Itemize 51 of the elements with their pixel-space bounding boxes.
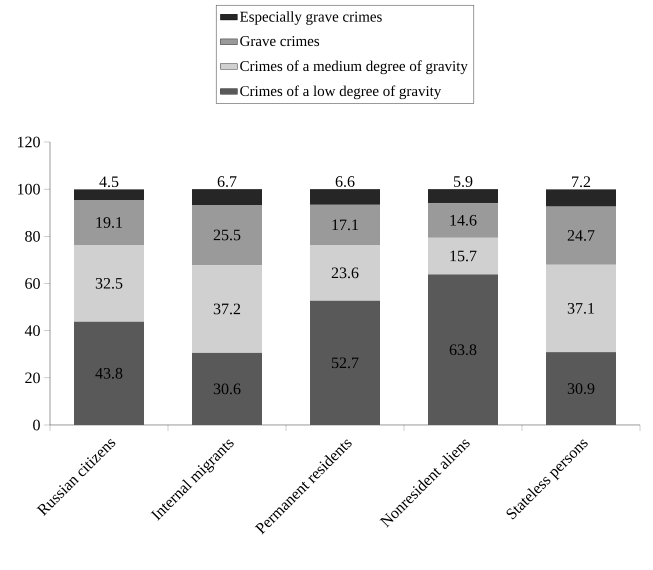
- data-label: 19.1: [96, 217, 122, 228]
- bar: [310, 189, 380, 205]
- data-label: 7.2: [572, 176, 590, 188]
- y-tick-label: 60: [25, 278, 40, 289]
- data-label: 25.5: [214, 230, 240, 240]
- data-label: 63.8: [450, 344, 476, 356]
- bar: [74, 245, 144, 322]
- data-label: 37.2: [214, 304, 240, 314]
- bar: [428, 274, 498, 425]
- data-label: 32.5: [96, 278, 122, 289]
- data-label: 5.9: [454, 176, 472, 187]
- bar: [546, 264, 616, 352]
- data-label: 23.6: [332, 267, 358, 278]
- bar: [546, 206, 616, 265]
- legend-label: Grave crimes: [240, 36, 320, 46]
- bar: [310, 245, 380, 301]
- data-label: 17.1: [332, 220, 358, 230]
- data-label: 15.7: [450, 250, 476, 262]
- data-label: 37.1: [568, 302, 594, 314]
- y-tick-label: 80: [25, 230, 40, 242]
- data-label: 30.6: [214, 383, 240, 394]
- bar: [74, 322, 144, 425]
- data-label: 6.6: [336, 176, 354, 187]
- legend-label: Especially grave crimes: [240, 11, 382, 25]
- y-tick-label: 100: [18, 184, 40, 195]
- bar: [546, 352, 616, 425]
- data-label: 14.6: [450, 214, 476, 226]
- data-label: 52.7: [332, 357, 358, 368]
- bar: [192, 204, 262, 266]
- bar: [192, 352, 262, 425]
- bar: [74, 200, 144, 246]
- bar: [192, 265, 262, 353]
- bar: [192, 189, 262, 205]
- y-tick-label: 20: [25, 372, 40, 384]
- bar: [546, 189, 616, 206]
- bar: [428, 203, 498, 238]
- bar: [428, 238, 498, 275]
- y-tick-label: 0: [33, 420, 40, 430]
- y-tick-label: 40: [24, 325, 40, 336]
- bar: [310, 300, 380, 425]
- data-label: 43.8: [95, 368, 122, 379]
- bar: [74, 189, 144, 200]
- data-label: 4.5: [99, 176, 118, 188]
- data-label: 24.7: [568, 230, 594, 241]
- data-label: 30.9: [568, 383, 594, 394]
- data-label: 6.7: [218, 176, 237, 187]
- legend-label: Crimes of a low degree of gravity: [240, 85, 442, 100]
- bar: [428, 189, 498, 204]
- legend-label: Crimes of a medium degree of gravity: [240, 60, 468, 74]
- y-tick-label: 120: [18, 136, 40, 148]
- bar: [310, 204, 380, 246]
